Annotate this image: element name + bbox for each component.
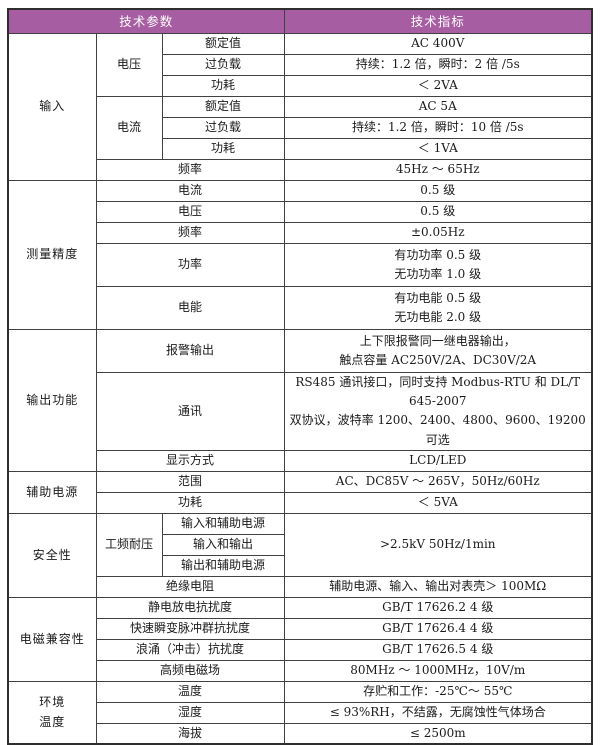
table-row: 绝缘电阻 辅助电源、输入、输出对表壳＞ 100MΩ <box>8 575 593 598</box>
cell-param-current: 电流 <box>95 180 285 202</box>
cell-group-output-function: 输出功能 <box>7 329 97 472</box>
table-row: 环境 温度 温度 存贮和工作：-25℃～ 55℃ <box>7 680 593 745</box>
cell-param-input-output: 输入和输出 <box>161 533 285 556</box>
table-row: 海拔 ≤ 2500m <box>8 722 593 745</box>
cell-param-surge-immunity: 浪涌（冲击）抗扰度 <box>95 638 285 661</box>
cell-group-emc: 电磁兼容性 <box>7 596 97 682</box>
cell-param-voltage: 电压 <box>95 201 285 223</box>
table-row: 过负载 持续：1.2 倍，瞬时：10 倍 /5s <box>8 117 593 139</box>
cell-param-energy: 电能 <box>95 286 285 330</box>
cell-value-insulation-resistance: 辅助电源、输入、输出对表壳＞ 100MΩ <box>283 575 593 598</box>
table-row: 高频电磁场 80MHz ～ 1000MHz，10V/m <box>8 659 593 682</box>
table-row: 电流 额定值 AC 5A <box>8 96 593 160</box>
cell-param-humidity: 湿度 <box>95 701 285 724</box>
cell-param-temperature: 温度 <box>95 680 285 703</box>
cell-value-alarm-output: 上下限报警同一继电器输出， 触点容量 AC250V/2A、DC30V/2A <box>283 329 593 373</box>
table-row: 频率 45Hz ～ 65Hz <box>8 159 593 181</box>
cell-param-overload: 过负载 <box>161 54 285 76</box>
table-row: 辅助电源 范围 AC、DC85V ～ 265V，50Hz/60Hz <box>7 470 593 514</box>
cell-subgroup-withstand-voltage: 工频耐压 <box>95 512 163 577</box>
cell-param-input-aux: 输入和辅助电源 <box>161 512 285 535</box>
table-row: 显示方式 LCD/LED <box>8 449 593 472</box>
spec-table: 技术参数 技术指标 输入 电压 额定值 AC 400V 过负载 持续：1.2 倍… <box>7 8 593 745</box>
header-tech-specs: 技术指标 <box>283 8 593 34</box>
cell-param-display-mode: 显示方式 <box>95 449 285 472</box>
spec-sheet-page: 技术参数 技术指标 输入 电压 额定值 AC 400V 过负载 持续：1.2 倍… <box>7 8 593 745</box>
cell-param-overload: 过负载 <box>161 117 285 139</box>
table-row: 快速瞬变脉冲群抗扰度 GB/T 17626.4 4 级 <box>8 617 593 640</box>
cell-param-eft-immunity: 快速瞬变脉冲群抗扰度 <box>95 617 285 640</box>
cell-value-withstand-voltage: >2.5kV 50Hz/1min <box>283 512 593 577</box>
table-row: 输入和输出 <box>8 533 592 556</box>
cell-value-current-overload: 持续：1.2 倍，瞬时：10 倍 /5s <box>283 117 593 139</box>
cell-value-current-consumption: ＜ 1VA <box>283 138 593 160</box>
cell-value-altitude: ≤ 2500m <box>283 722 593 745</box>
cell-param-power-consumption: 功耗 <box>161 138 285 160</box>
cell-value-communication: RS485 通讯接口，同时支持 Modbus-RTU 和 DL/T 645-20… <box>283 372 593 451</box>
cell-value-frequency-accuracy: ±0.05Hz <box>283 222 593 244</box>
cell-group-environment: 环境 温度 <box>7 680 97 745</box>
cell-value-esd-immunity: GB/T 17626.2 4 级 <box>283 596 593 619</box>
cell-param-communication: 通讯 <box>95 372 285 451</box>
cell-param-power-consumption: 功耗 <box>161 75 285 97</box>
cell-param-power: 功率 <box>95 243 285 287</box>
cell-param-frequency: 频率 <box>95 159 285 181</box>
cell-value-voltage-overload: 持续：1.2 倍，瞬时：2 倍 /5s <box>283 54 593 76</box>
cell-value-display-mode: LCD/LED <box>283 449 593 472</box>
cell-param-alarm-output: 报警输出 <box>95 329 285 373</box>
cell-value-power-accuracy: 有功功率 0.5 级 无功功率 1.0 级 <box>283 243 593 287</box>
cell-value-temperature: 存贮和工作：-25℃～ 55℃ <box>283 680 593 703</box>
cell-param-insulation-resistance: 绝缘电阻 <box>95 575 285 598</box>
table-row: 输出功能 报警输出 上下限报警同一继电器输出， 触点容量 AC250V/2A、D… <box>7 329 593 472</box>
cell-value-voltage-accuracy: 0.5 级 <box>283 201 593 223</box>
table-row: 安全性 工频耐压 输入和辅助电源 >2.5kV 50Hz/1min <box>7 512 593 598</box>
cell-param-power-consumption: 功耗 <box>95 491 285 514</box>
cell-value-eft-immunity: GB/T 17626.4 4 级 <box>283 617 593 640</box>
cell-value-voltage-consumption: ＜ 2VA <box>283 75 593 97</box>
table-row: 电磁兼容性 静电放电抗扰度 GB/T 17626.2 4 级 <box>7 596 593 682</box>
cell-param-rated-value: 额定值 <box>161 33 285 55</box>
cell-value-energy-accuracy: 有功电能 0.5 级 无功电能 2.0 级 <box>283 286 593 330</box>
cell-value-rated-current: AC 5A <box>283 96 593 118</box>
cell-param-altitude: 海拔 <box>95 722 285 745</box>
cell-param-rf-field: 高频电磁场 <box>95 659 285 682</box>
cell-param-esd-immunity: 静电放电抗扰度 <box>95 596 285 619</box>
table-row: 电压 0.5 级 <box>8 201 593 223</box>
cell-group-aux-power: 辅助电源 <box>7 470 97 514</box>
cell-param-output-aux: 输出和辅助电源 <box>161 554 285 577</box>
header-tech-params: 技术参数 <box>7 8 285 34</box>
cell-subgroup-voltage: 电压 <box>95 33 163 97</box>
cell-value-aux-power-consumption: ＜ 5VA <box>283 491 593 514</box>
table-row: 输入 电压 额定值 AC 400V <box>7 33 593 181</box>
table-row: 浪涌（冲击）抗扰度 GB/T 17626.5 4 级 <box>8 638 593 661</box>
cell-value-current-accuracy: 0.5 级 <box>283 180 593 202</box>
table-row: 功耗 ＜ 2VA <box>8 75 593 97</box>
cell-group-measurement-accuracy: 测量精度 <box>7 180 97 330</box>
table-row: 湿度 ≤ 93%RH，不结露，无腐蚀性气体场合 <box>8 701 593 724</box>
table-row: 电能 有功电能 0.5 级 无功电能 2.0 级 <box>8 286 593 330</box>
table-row: 测量精度 电流 0.5 级 <box>7 180 593 330</box>
cell-group-input: 输入 <box>7 33 97 181</box>
cell-param-rated-value: 额定值 <box>161 96 285 118</box>
table-header-row: 技术参数 技术指标 <box>7 8 593 34</box>
cell-value-rf-field: 80MHz ～ 1000MHz，10V/m <box>283 659 593 682</box>
cell-param-range: 范围 <box>95 470 285 493</box>
cell-group-safety: 安全性 <box>7 512 97 598</box>
cell-subgroup-current: 电流 <box>95 96 163 160</box>
cell-value-humidity: ≤ 93%RH，不结露，无腐蚀性气体场合 <box>283 701 593 724</box>
cell-value-aux-power-range: AC、DC85V ～ 265V，50Hz/60Hz <box>283 470 593 493</box>
cell-param-frequency: 频率 <box>95 222 285 244</box>
cell-value-surge-immunity: GB/T 17626.5 4 级 <box>283 638 593 661</box>
table-row: 功耗 ＜ 5VA <box>8 491 593 514</box>
cell-value-rated-voltage: AC 400V <box>283 33 593 55</box>
table-row: 通讯 RS485 通讯接口，同时支持 Modbus-RTU 和 DL/T 645… <box>8 372 593 451</box>
table-row: 频率 ±0.05Hz <box>8 222 593 244</box>
table-row: 功率 有功功率 0.5 级 无功功率 1.0 级 <box>8 243 593 287</box>
cell-value-frequency-range: 45Hz ～ 65Hz <box>283 159 593 181</box>
